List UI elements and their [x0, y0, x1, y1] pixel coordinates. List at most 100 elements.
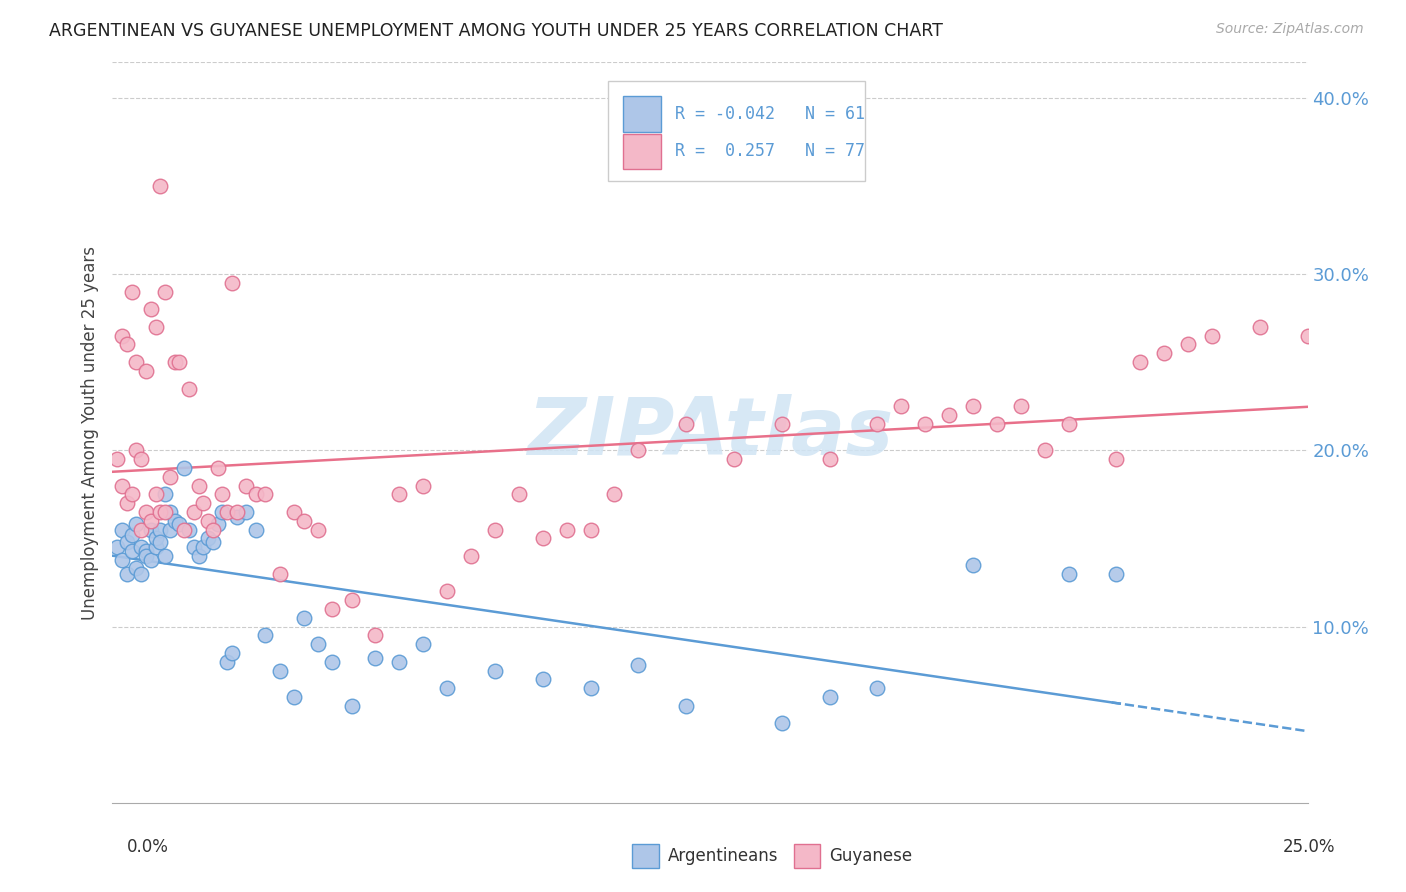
Text: R =  0.257   N = 77: R = 0.257 N = 77: [675, 143, 865, 161]
Point: [159, 523, 181, 537]
Point: [1033, 443, 1056, 458]
FancyBboxPatch shape: [609, 81, 866, 181]
Point: [307, 523, 329, 537]
Point: [484, 523, 506, 537]
Point: [129, 566, 152, 581]
Point: [1153, 346, 1175, 360]
Point: [579, 523, 602, 537]
Text: Guyanese: Guyanese: [830, 847, 912, 865]
Point: [159, 469, 181, 483]
Point: [125, 443, 148, 458]
Point: [129, 540, 152, 554]
Point: [283, 505, 305, 519]
Point: [193, 496, 215, 510]
Point: [105, 452, 128, 467]
Point: [364, 651, 387, 665]
Point: [125, 517, 148, 532]
Point: [187, 478, 209, 492]
Point: [145, 540, 167, 554]
Point: [221, 646, 243, 660]
Point: [149, 535, 172, 549]
Point: [149, 178, 172, 193]
Point: [307, 637, 329, 651]
Point: [292, 514, 315, 528]
Point: [269, 566, 291, 581]
Point: [436, 681, 458, 696]
Point: [412, 478, 434, 492]
Point: [1105, 452, 1128, 467]
Point: [531, 673, 554, 687]
Point: [217, 655, 239, 669]
Point: [121, 487, 143, 501]
Point: [115, 496, 138, 510]
Point: [201, 535, 224, 549]
Point: [169, 355, 191, 369]
Point: [111, 552, 134, 566]
Point: [183, 540, 205, 554]
Point: [269, 664, 291, 678]
Point: [153, 549, 176, 563]
Point: [938, 408, 960, 422]
Point: [153, 487, 176, 501]
Point: [149, 505, 172, 519]
Point: [139, 552, 162, 566]
Point: [364, 628, 387, 642]
Point: [125, 561, 148, 575]
Point: [340, 698, 363, 713]
Point: [225, 505, 247, 519]
Point: [675, 417, 697, 431]
Point: [139, 523, 162, 537]
Point: [818, 690, 841, 704]
Bar: [623, 134, 661, 169]
Point: [135, 543, 157, 558]
Point: [135, 549, 157, 563]
Bar: [793, 844, 820, 868]
Point: [163, 355, 186, 369]
Point: [115, 566, 138, 581]
Point: [111, 523, 134, 537]
Point: [627, 658, 650, 673]
Point: [121, 543, 143, 558]
Point: [135, 505, 157, 519]
Point: [111, 328, 134, 343]
Point: [235, 478, 257, 492]
Point: [173, 523, 195, 537]
Point: [129, 452, 152, 467]
Text: R = -0.042   N = 61: R = -0.042 N = 61: [675, 105, 865, 123]
Point: [177, 523, 200, 537]
Point: [603, 487, 626, 501]
Point: [986, 417, 1008, 431]
Point: [111, 478, 134, 492]
Point: [207, 461, 229, 475]
Point: [292, 610, 315, 624]
Point: [1249, 319, 1271, 334]
Point: [177, 382, 200, 396]
Point: [183, 505, 205, 519]
Point: [145, 487, 167, 501]
Point: [145, 532, 167, 546]
Point: [149, 523, 172, 537]
Point: [818, 452, 841, 467]
Point: [121, 285, 143, 299]
Point: [159, 505, 181, 519]
Point: [321, 602, 343, 616]
Point: [135, 364, 157, 378]
Point: [321, 655, 343, 669]
Point: [225, 510, 247, 524]
Point: [197, 532, 219, 546]
Point: [207, 517, 229, 532]
Point: [139, 514, 162, 528]
Point: [221, 276, 243, 290]
Bar: [623, 96, 661, 132]
Text: ZIPAtlas: ZIPAtlas: [527, 393, 893, 472]
Point: [388, 655, 411, 669]
Point: [1010, 399, 1032, 413]
Point: [555, 523, 578, 537]
Point: [145, 319, 167, 334]
Point: [193, 540, 215, 554]
Point: [508, 487, 530, 501]
Point: [201, 523, 224, 537]
Point: [1177, 337, 1199, 351]
Point: [1057, 417, 1080, 431]
Point: [866, 681, 889, 696]
